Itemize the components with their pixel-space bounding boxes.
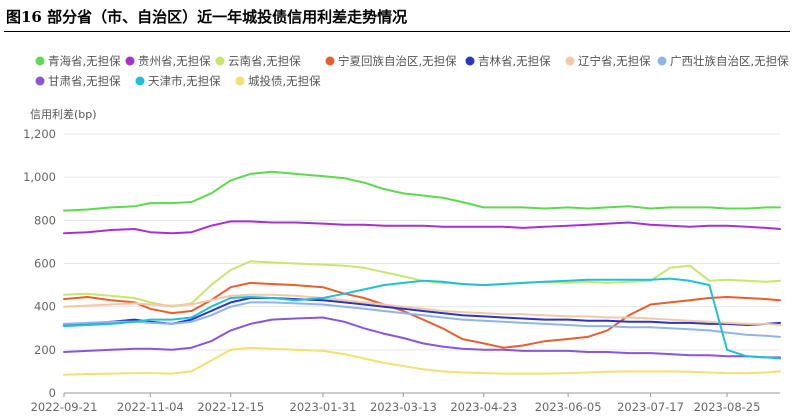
legend-label: 吉林省,无担保 <box>478 54 551 68</box>
series-line-城投债-无担保 <box>63 346 781 376</box>
y-axis-label: 信用利差(bp) <box>30 107 97 121</box>
series-line-宁夏回族自治区-无担保 <box>63 281 781 349</box>
series-line-甘肃省-无担保 <box>63 316 781 359</box>
legend-item-云南省-无担保[interactable]: 云南省,无担保 <box>215 54 302 68</box>
series-line-青海省-无担保 <box>63 170 781 212</box>
y-tick-label: 600 <box>34 257 56 271</box>
legend-label: 辽宁省,无担保 <box>578 54 651 68</box>
legend-item-青海省-无担保[interactable]: 青海省,无担保 <box>35 54 122 68</box>
series-line-云南省-无担保 <box>63 260 781 308</box>
x-axis: 2022-09-21 2022-11-04 2022-12-15 2023-01-31… <box>31 393 761 414</box>
series-lines <box>63 170 781 376</box>
legend-label: 云南省,无担保 <box>228 54 301 68</box>
legend-marker <box>215 56 225 66</box>
x-tick-label: 2022-11-04 <box>117 400 184 414</box>
x-tick-label: 2023-07-17 <box>617 400 684 414</box>
legend-label: 青海省,无担保 <box>48 54 121 68</box>
series-line-吉林省-无担保 <box>63 297 781 326</box>
legend-item-天津市-无担保[interactable]: 天津市,无担保 <box>135 74 222 88</box>
x-tick-label: 2022-09-21 <box>31 400 98 414</box>
series-line-天津市-无担保 <box>63 277 781 360</box>
legend-label: 贵州省,无担保 <box>138 54 211 68</box>
legend-label: 天津市,无担保 <box>148 74 221 88</box>
legend-marker <box>35 56 45 66</box>
legend-marker <box>235 76 245 86</box>
y-tick-label: 1,200 <box>23 127 56 141</box>
y-tick-label: 800 <box>34 213 56 227</box>
y-tick-label: 400 <box>34 300 56 314</box>
legend-item-吉林省-无担保[interactable]: 吉林省,无担保 <box>465 54 552 68</box>
y-tick-label: 0 <box>49 386 56 400</box>
legend-marker <box>125 56 135 66</box>
legend-item-宁夏回族自治区-无担保[interactable]: 宁夏回族自治区,无担保 <box>325 54 458 68</box>
legend-label: 城投债,无担保 <box>248 74 321 88</box>
series-line-贵州省-无担保 <box>63 220 781 235</box>
title-rule <box>4 31 790 32</box>
series-line-广西壮族自治区-无担保 <box>63 301 781 338</box>
legend-item-甘肃省-无担保[interactable]: 甘肃省,无担保 <box>35 74 122 88</box>
x-tick-label: 2023-04-23 <box>450 400 517 414</box>
legend-item-城投债-无担保[interactable]: 城投债,无担保 <box>235 74 322 88</box>
grid-lines <box>64 133 780 394</box>
series-line-辽宁省-无担保 <box>63 293 781 326</box>
legend-marker <box>565 56 575 66</box>
figure-title: 图16 部分省（市、自治区）近一年城投债信用利差走势情况 <box>6 8 408 26</box>
legend-item-辽宁省-无担保[interactable]: 辽宁省,无担保 <box>565 54 652 68</box>
legend-label: 甘肃省,无担保 <box>48 74 121 88</box>
legend-marker <box>657 56 667 66</box>
legend-marker <box>325 56 335 66</box>
y-axis-ticks: 0 200 400 600 800 1,000 1,200 <box>23 127 56 400</box>
y-tick-label: 1,000 <box>23 170 56 184</box>
x-tick-label: 2023-06-05 <box>535 400 602 414</box>
legend-label: 宁夏回族自治区,无担保 <box>338 54 457 68</box>
legend-marker <box>35 76 45 86</box>
legend-marker <box>135 76 145 86</box>
legend-label: 广西壮族自治区,无担保 <box>670 54 789 68</box>
legend-item-广西壮族自治区-无担保[interactable]: 广西壮族自治区,无担保 <box>657 54 790 68</box>
x-tick-label: 2023-08-25 <box>694 400 761 414</box>
legend: 青海省,无担保 贵州省,无担保 云南省,无担保 宁夏回族自治区,无担保 吉林省,无担保 辽… <box>35 54 790 88</box>
x-tick-label: 2023-01-31 <box>290 400 357 414</box>
legend-marker <box>465 56 475 66</box>
x-tick-label: 2022-12-15 <box>197 400 264 414</box>
y-tick-label: 200 <box>34 343 56 357</box>
legend-item-贵州省-无担保[interactable]: 贵州省,无担保 <box>125 54 212 68</box>
x-tick-label: 2023-03-13 <box>370 400 437 414</box>
